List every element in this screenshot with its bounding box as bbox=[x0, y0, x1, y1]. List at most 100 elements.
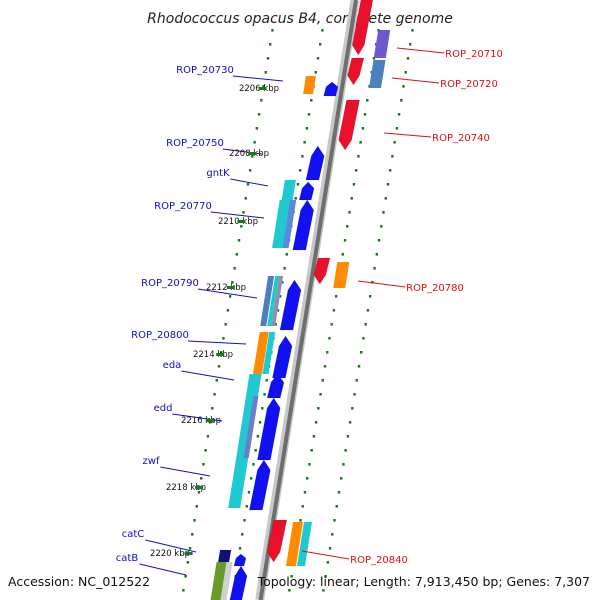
right-track-outer-dot bbox=[342, 463, 345, 466]
callout-line bbox=[139, 563, 187, 576]
right-track-inner-dot bbox=[321, 379, 324, 382]
left-track-inner-dot bbox=[238, 547, 242, 550]
left-track-outer-dot bbox=[191, 533, 194, 536]
right-track-outer-dot bbox=[357, 365, 361, 368]
right-track-inner-dot bbox=[343, 239, 347, 242]
right-track-outer-dot bbox=[346, 435, 350, 438]
left-track-inner-dot bbox=[321, 29, 324, 32]
right-track-inner-dot bbox=[314, 421, 318, 424]
right-track-outer-dot bbox=[373, 267, 376, 270]
gene-feature-cyan bbox=[272, 200, 291, 248]
gene-feature-blue bbox=[282, 200, 297, 248]
right-track-inner-dot bbox=[310, 449, 313, 452]
right-track-outer-dot bbox=[331, 533, 334, 536]
position-tick bbox=[205, 419, 214, 422]
left-track-inner-dot bbox=[301, 155, 304, 158]
gene-label-catc: catC bbox=[122, 529, 145, 540]
gene-label-rop-20710: ROP_20710 bbox=[445, 49, 503, 60]
gene-feature-blue bbox=[323, 81, 339, 97]
right-track-outer-dot bbox=[371, 281, 374, 284]
right-track-outer-dot bbox=[400, 99, 403, 102]
gene-label-edd: edd bbox=[154, 403, 173, 414]
genome-backbone bbox=[255, 0, 360, 600]
right-track-outer-dot bbox=[353, 393, 356, 396]
left-track-inner-dot bbox=[305, 127, 309, 130]
gene-callouts: ROP_20730 ROP_20750 gntK ROP_20770 ROP_20790… bbox=[116, 47, 503, 576]
position-label: 2216 kbp bbox=[181, 416, 221, 426]
position-tick bbox=[258, 87, 267, 90]
gene-feature-orange bbox=[286, 522, 303, 566]
right-track-outer-dot bbox=[397, 113, 401, 116]
callout-line bbox=[391, 77, 440, 84]
gene-feature-blue bbox=[279, 279, 302, 331]
gene-feature-cyan bbox=[281, 180, 296, 200]
left-track-outer-dot bbox=[184, 575, 187, 578]
left-track-inner-dot bbox=[247, 491, 251, 494]
left-track-outer-dot bbox=[204, 449, 207, 452]
gene-feature-blue bbox=[243, 396, 259, 458]
left-track-outer-dot bbox=[208, 421, 212, 424]
left-track-outer-dot bbox=[264, 71, 267, 74]
callout-line bbox=[210, 211, 265, 219]
right-track-outer-dot bbox=[368, 295, 372, 298]
right-track-outer-dot bbox=[375, 253, 379, 256]
gene-feature-blue bbox=[292, 199, 315, 251]
callout-line bbox=[383, 132, 432, 138]
position-tick bbox=[237, 220, 246, 223]
gene-label-rop-20800: ROP_20800 bbox=[131, 330, 189, 341]
right-track-inner-dot bbox=[288, 589, 291, 592]
callout-line bbox=[232, 75, 284, 82]
gene-feature-red bbox=[338, 99, 360, 151]
right-track-inner-dot bbox=[359, 141, 362, 144]
right-track-outer-dot bbox=[339, 477, 343, 480]
right-track-outer-dot bbox=[328, 547, 332, 550]
right-track-outer-dot bbox=[386, 183, 390, 186]
gene-feature-red bbox=[347, 57, 365, 86]
gene-features bbox=[210, 0, 391, 600]
gene-feature-blue bbox=[260, 276, 275, 326]
gene-label-catb: catB bbox=[116, 553, 139, 564]
left-track-inner-dot bbox=[258, 421, 262, 424]
right-track-inner-dot bbox=[372, 57, 376, 60]
right-track-outer-dot bbox=[351, 407, 354, 410]
gene-feature-cyan bbox=[297, 522, 312, 566]
gene-feature-cyan bbox=[262, 332, 276, 374]
left-track-outer-dot bbox=[233, 267, 236, 270]
right-track-outer-dot bbox=[366, 309, 370, 312]
right-track-outer-dot bbox=[384, 197, 387, 200]
left-track-inner-dot bbox=[241, 533, 244, 536]
position-tick bbox=[216, 353, 225, 356]
left-track-inner-dot bbox=[261, 407, 264, 410]
left-track-outer-dot bbox=[242, 211, 245, 214]
right-track-inner-dot bbox=[326, 351, 329, 354]
callout-line bbox=[187, 340, 247, 345]
left-track-outer-dot bbox=[251, 155, 254, 158]
right-track-inner-dot bbox=[299, 519, 302, 522]
gene-label-rop-20730: ROP_20730 bbox=[176, 65, 234, 76]
genome-summary-text: Topology: linear; Length: 7,913,450 bp; … bbox=[257, 574, 590, 589]
gene-feature-orange bbox=[333, 262, 350, 288]
left-track-outer-dot bbox=[266, 57, 270, 60]
gene-feature-purple bbox=[373, 30, 391, 58]
right-track-inner-dot bbox=[334, 295, 338, 298]
left-track-inner-dot bbox=[265, 379, 268, 382]
left-track-outer-dot bbox=[271, 29, 274, 32]
left-track-outer-dot bbox=[224, 323, 227, 326]
right-track-outer-dot bbox=[324, 575, 327, 578]
gene-feature-gray bbox=[220, 562, 233, 600]
gene-feature-blue bbox=[305, 145, 325, 181]
position-label: 2212 kbp bbox=[206, 283, 246, 293]
gene-feature-cyan bbox=[228, 458, 249, 508]
left-track-inner-dot bbox=[303, 141, 306, 144]
right-track-inner-dot bbox=[312, 435, 316, 438]
position-tick bbox=[195, 486, 204, 489]
gene-feature-blue bbox=[369, 60, 386, 88]
right-track-outer-dot bbox=[382, 211, 385, 214]
right-track-inner-dot bbox=[317, 407, 320, 410]
right-track-outer-dot bbox=[411, 29, 414, 32]
left-track-inner-dot bbox=[283, 267, 286, 270]
left-track-outer-dot bbox=[222, 337, 225, 340]
right-track-outer-dot bbox=[364, 323, 367, 326]
left-track-outer-dot bbox=[240, 225, 243, 228]
position-label: 2218 kbp bbox=[166, 483, 206, 493]
